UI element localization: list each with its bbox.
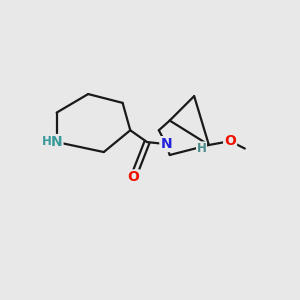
Text: N: N: [160, 137, 172, 151]
Text: O: O: [127, 170, 139, 184]
Text: H: H: [196, 142, 206, 155]
Text: O: O: [224, 134, 236, 148]
Text: H: H: [41, 135, 51, 148]
Text: N: N: [51, 135, 62, 149]
